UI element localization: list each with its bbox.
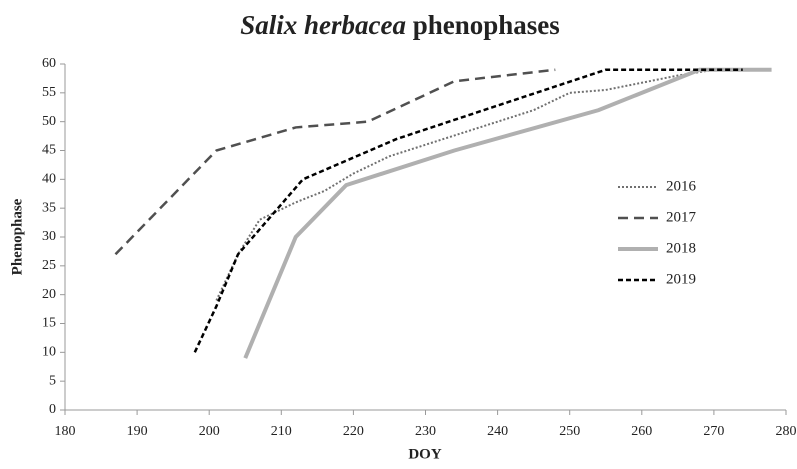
x-tick-label: 260 [631, 424, 652, 439]
y-tick-label: 10 [42, 345, 56, 360]
x-tick-label: 200 [199, 424, 220, 439]
y-tick-label: 60 [42, 56, 56, 71]
x-tick-label: 280 [776, 424, 797, 439]
title-species: Salix herbacea [240, 10, 406, 40]
title-text: phenophases [413, 10, 560, 40]
x-tick-label: 190 [127, 424, 148, 439]
series-line [243, 67, 772, 359]
legend-label: 2016 [666, 178, 697, 194]
y-tick-label: 40 [42, 172, 56, 187]
y-tick-label: 5 [49, 373, 56, 388]
y-tick-label: 20 [42, 287, 56, 302]
y-tick-label: 55 [42, 85, 56, 100]
x-tick-label: 230 [415, 424, 436, 439]
y-tick-label: 30 [42, 229, 56, 244]
y-tick-label: 25 [42, 258, 56, 273]
legend-label: 2018 [666, 240, 696, 256]
series-line [193, 68, 743, 353]
x-tick-label: 220 [343, 424, 364, 439]
x-tick-label: 240 [487, 424, 508, 439]
x-tick-label: 250 [559, 424, 580, 439]
y-tick-label: 35 [42, 200, 56, 215]
y-tick-label: 45 [42, 143, 56, 158]
y-tick-label: 50 [42, 114, 56, 129]
chart-title: Salix herbacea phenophases [240, 10, 560, 40]
y-tick-label: 0 [49, 402, 56, 417]
x-tick-label: 180 [55, 424, 76, 439]
x-tick-label: 210 [271, 424, 292, 439]
x-axis-label: DOY [408, 446, 442, 462]
series-line [215, 68, 736, 301]
x-tick-label: 270 [703, 424, 724, 439]
y-axis-label: Phenophase [9, 198, 25, 275]
legend-label: 2019 [666, 271, 696, 287]
legend-label: 2017 [666, 209, 697, 225]
y-tick-label: 15 [42, 316, 56, 331]
series-line [114, 68, 556, 256]
